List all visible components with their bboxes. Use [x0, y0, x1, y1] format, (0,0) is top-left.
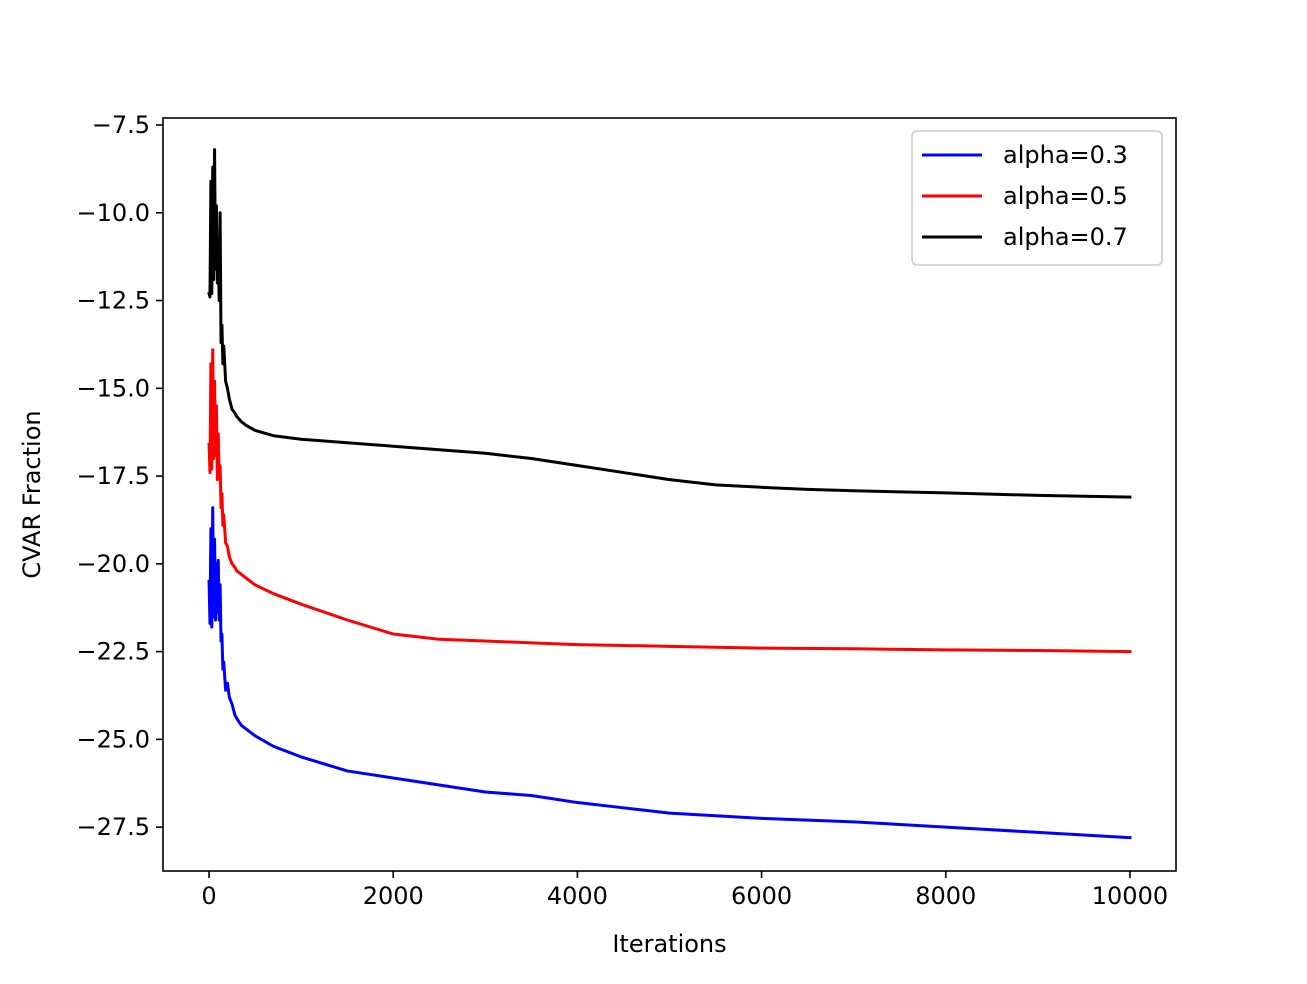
x-tick-label: 6000 [731, 882, 792, 910]
y-tick-label: −27.5 [76, 813, 150, 841]
x-axis-label: Iterations [612, 930, 726, 958]
y-axis-label: CVAR Fraction [18, 410, 46, 578]
legend-label-0: alpha=0.3 [1003, 141, 1128, 169]
legend-label-2: alpha=0.7 [1003, 223, 1128, 251]
series-line-2 [207, 148, 1132, 499]
x-tick-label: 4000 [547, 882, 608, 910]
x-tick-label: 0 [201, 882, 216, 910]
x-tick-label: 10000 [1092, 882, 1168, 910]
plot-area-lines [207, 148, 1132, 840]
y-tick-label: −25.0 [76, 725, 150, 753]
series-line-1 [207, 348, 1132, 654]
series-line-0 [207, 506, 1132, 840]
y-tick-label: −10.0 [76, 199, 150, 227]
axes-frame [162, 117, 1177, 872]
x-tick-label: 8000 [915, 882, 976, 910]
legend-box [911, 130, 1163, 266]
y-tick-label: −17.5 [76, 462, 150, 490]
y-tick-label: −7.5 [92, 111, 150, 139]
legend: alpha=0.3 alpha=0.5 alpha=0.7 [911, 130, 1163, 266]
y-tick-label: −22.5 [76, 638, 150, 666]
y-tick-label: −15.0 [76, 374, 150, 402]
y-tick-label: −12.5 [76, 287, 150, 315]
y-axis-ticks: −7.5 −10.0 −12.5 −15.0 −17.5 −20.0 −22.5 −25.0 −… [76, 111, 163, 841]
y-tick-label: −20.0 [76, 550, 150, 578]
x-axis-ticks: 0 2000 4000 6000 8000 10000 [201, 871, 1168, 910]
x-tick-label: 2000 [363, 882, 424, 910]
legend-label-1: alpha=0.5 [1003, 182, 1128, 210]
